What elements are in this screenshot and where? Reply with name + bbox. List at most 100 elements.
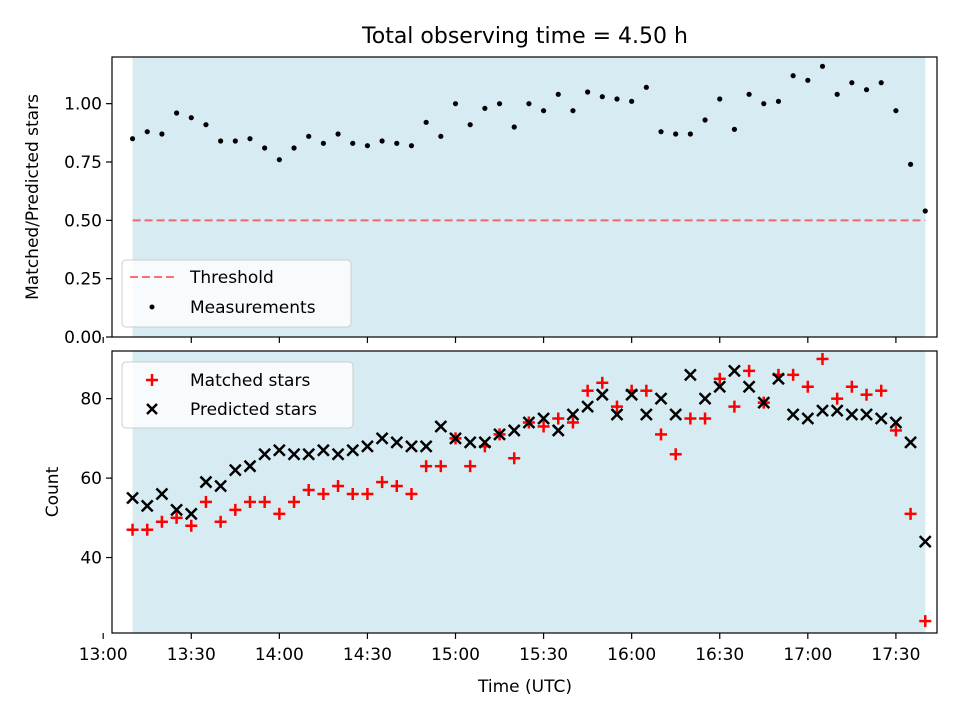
matched-star-point xyxy=(669,448,682,461)
bottom-y-axis-ticks: 40 60 80 xyxy=(80,390,112,569)
measurement-point xyxy=(394,140,400,146)
measurement-point xyxy=(188,115,194,121)
measurement-point xyxy=(849,80,855,86)
matched-star-point xyxy=(214,515,227,528)
matched-star-point xyxy=(229,503,242,516)
predicted-star-point xyxy=(566,408,580,421)
measurement-point xyxy=(863,87,870,93)
matched-star-point xyxy=(346,487,359,500)
matched-star-point xyxy=(904,507,917,520)
matched-star-point xyxy=(816,352,829,365)
matched-star-point xyxy=(610,400,623,413)
measurement-point xyxy=(306,133,312,139)
predicted-star-point xyxy=(713,380,727,394)
measurement-point xyxy=(717,96,723,102)
legend-matched-swatch xyxy=(146,374,158,386)
matched-star-point xyxy=(420,460,433,473)
top-x-axis-ticks xyxy=(102,337,897,343)
matched-star-point xyxy=(581,384,594,397)
measurement-point xyxy=(526,101,532,107)
matched-star-point xyxy=(566,416,579,429)
measurement-point xyxy=(629,98,635,104)
matched-star-point xyxy=(170,511,183,524)
predicted-star-point xyxy=(419,439,433,453)
measurement-point xyxy=(276,157,282,163)
predicted-star-point xyxy=(698,392,712,406)
predicted-star-point xyxy=(155,487,169,501)
predicted-star-point xyxy=(317,443,330,457)
matched-star-point xyxy=(288,495,301,508)
measurement-point xyxy=(203,122,209,128)
count-points xyxy=(126,352,932,628)
predicted-star-point xyxy=(214,479,228,493)
top-legend: Threshold Measurements xyxy=(121,259,352,328)
predicted-star-point xyxy=(728,364,741,378)
predicted-star-point xyxy=(860,408,873,421)
bottom-y-tick-label: 40 xyxy=(80,549,102,569)
predicted-star-point xyxy=(346,443,360,457)
matched-star-point xyxy=(889,424,902,437)
top-y-tick-label: 0.75 xyxy=(64,153,102,173)
top-y-axis-label: Matched/Predicted stars xyxy=(23,94,43,300)
chart-title: Total observing time = 4.50 h xyxy=(361,24,688,49)
predicted-star-point xyxy=(595,388,609,402)
measurement-point xyxy=(555,91,561,97)
matched-star-point xyxy=(552,412,565,425)
predicted-star-point xyxy=(258,447,272,461)
predicted-star-point xyxy=(845,408,859,421)
top-legend-box xyxy=(121,259,352,328)
predicted-star-point xyxy=(551,424,565,437)
matched-star-point xyxy=(126,523,139,536)
predicted-star-point xyxy=(522,416,536,429)
x-tick-label: 16:00 xyxy=(607,645,656,665)
measurement-points xyxy=(129,63,928,214)
predicted-star-point xyxy=(639,408,653,421)
predicted-star-point xyxy=(742,380,756,394)
measurement-point xyxy=(540,108,547,114)
measurement-point xyxy=(291,145,297,151)
predicted-star-point xyxy=(434,420,448,433)
predicted-star-point xyxy=(507,424,521,437)
legend-measurements-label: Measurements xyxy=(190,298,316,318)
measurement-point xyxy=(144,129,150,135)
x-tick-label: 13:00 xyxy=(79,645,128,665)
measurement-point xyxy=(614,96,620,102)
measurement-point xyxy=(805,77,811,83)
measurement-point xyxy=(262,145,268,151)
bottom-y-axis-label: Count xyxy=(43,466,63,517)
measurement-point xyxy=(570,108,576,114)
predicted-star-point xyxy=(669,408,683,421)
matched-star-point xyxy=(332,480,345,493)
measurement-point xyxy=(129,136,136,142)
measurement-point xyxy=(687,131,693,137)
measurement-point xyxy=(834,91,840,97)
predicted-star-point xyxy=(874,412,888,425)
predicted-star-point xyxy=(904,435,917,449)
matched-star-point xyxy=(919,615,932,628)
matched-star-point xyxy=(655,428,668,441)
predicted-star-point xyxy=(405,439,418,453)
measurement-point xyxy=(585,89,591,95)
predicted-star-point xyxy=(918,535,932,549)
measurement-point xyxy=(452,101,459,107)
predicted-star-point xyxy=(537,412,550,425)
predicted-star-point xyxy=(757,396,771,410)
measurement-point xyxy=(893,108,899,114)
top-y-tick-label: 0.50 xyxy=(64,211,102,231)
matched-star-point xyxy=(376,476,389,489)
measurement-point xyxy=(467,122,473,128)
matched-star-point xyxy=(273,507,286,520)
predicted-star-point xyxy=(786,408,800,421)
matched-star-point xyxy=(258,495,271,508)
matched-star-point xyxy=(699,412,712,425)
matched-star-point xyxy=(390,480,403,493)
predicted-star-point xyxy=(126,491,139,505)
measurement-point xyxy=(702,117,708,123)
measurement-point xyxy=(599,94,605,100)
matched-star-point xyxy=(860,388,873,401)
predicted-star-point xyxy=(302,447,316,461)
predicted-star-point xyxy=(140,499,154,513)
matched-star-point xyxy=(434,460,447,473)
predicted-star-point xyxy=(801,412,815,425)
matched-star-point xyxy=(728,400,741,413)
